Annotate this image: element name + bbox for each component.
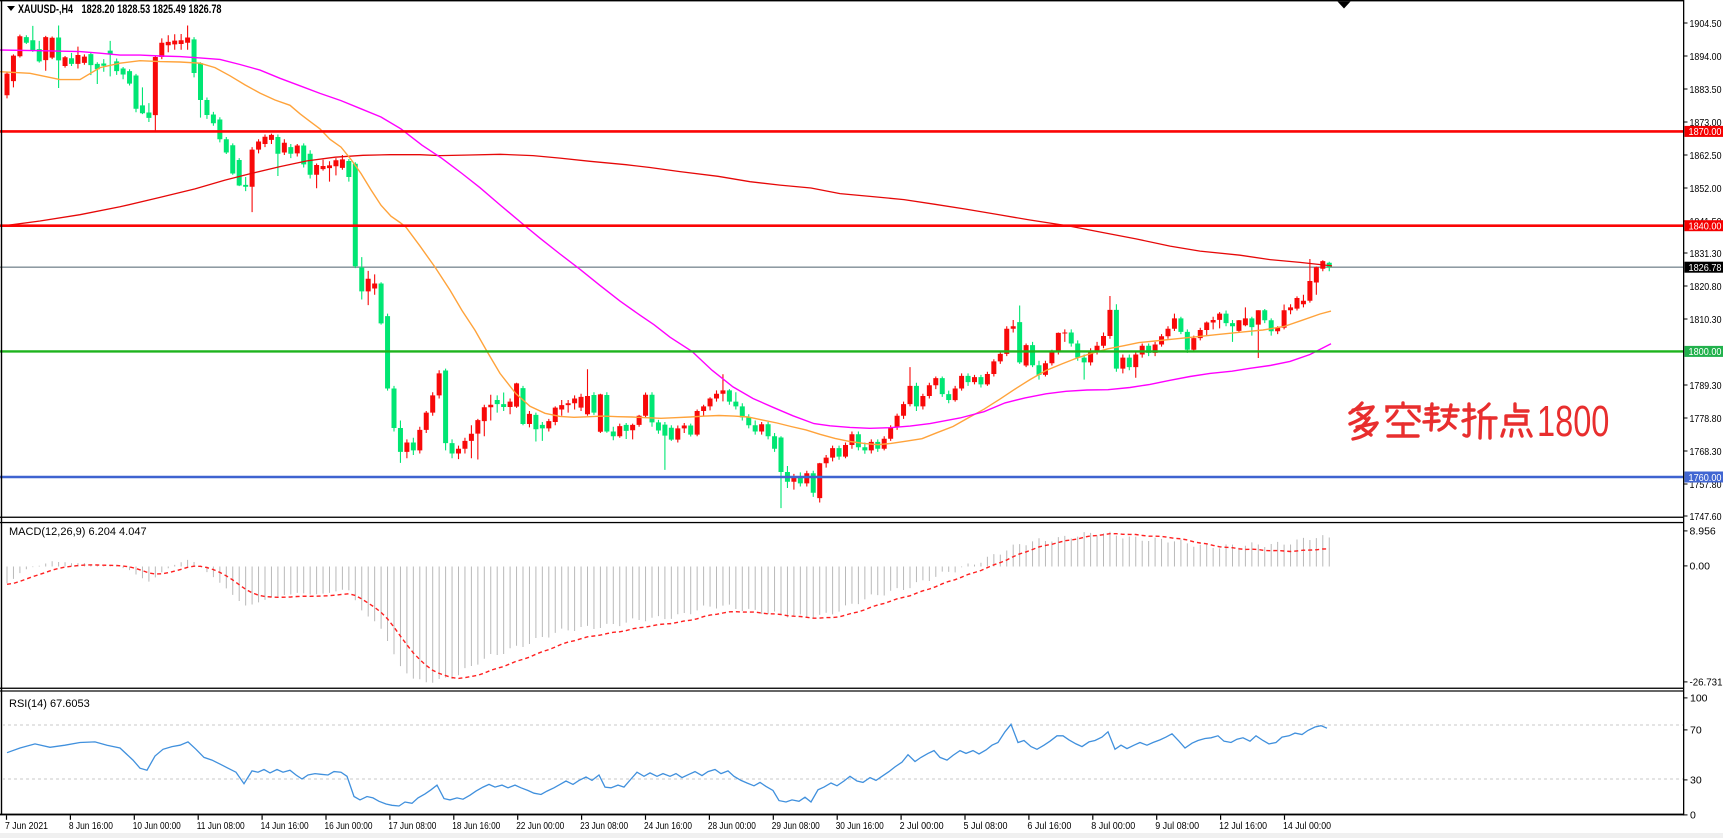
svg-text:1904.50: 1904.50 [1690,18,1722,30]
svg-text:XAUUSD-,H4: XAUUSD-,H4 [18,2,73,16]
svg-text:1778.80: 1778.80 [1690,413,1722,425]
svg-text:29 Jun 08:00: 29 Jun 08:00 [772,821,820,832]
svg-text:1883.50: 1883.50 [1690,84,1722,96]
svg-text:1840.00: 1840.00 [1689,221,1722,233]
svg-text:1760.00: 1760.00 [1689,472,1722,484]
svg-text:16 Jun 00:00: 16 Jun 00:00 [325,821,373,832]
svg-text:1789.30: 1789.30 [1690,380,1722,392]
svg-text:18 Jun 16:00: 18 Jun 16:00 [452,821,500,832]
svg-text:12 Jul 16:00: 12 Jul 16:00 [1219,821,1267,832]
svg-text:22 Jun 00:00: 22 Jun 00:00 [516,821,564,832]
svg-text:8.956: 8.956 [1690,526,1716,538]
svg-text:8 Jun 16:00: 8 Jun 16:00 [69,821,113,832]
svg-text:100: 100 [1690,693,1708,705]
svg-text:-26.731: -26.731 [1690,677,1723,689]
svg-text:6 Jul 16:00: 6 Jul 16:00 [1027,821,1071,832]
svg-text:10 Jun 00:00: 10 Jun 00:00 [133,821,181,832]
svg-text:0.00: 0.00 [1690,561,1711,573]
svg-text:1870.00: 1870.00 [1689,126,1722,138]
svg-text:1894.00: 1894.00 [1690,51,1722,63]
svg-text:1810.30: 1810.30 [1690,314,1722,326]
svg-text:1862.50: 1862.50 [1690,150,1722,162]
svg-text:8 Jul 00:00: 8 Jul 00:00 [1091,821,1135,832]
svg-text:1768.30: 1768.30 [1690,446,1722,458]
svg-text:1820.80: 1820.80 [1690,281,1722,293]
svg-text:5 Jul 08:00: 5 Jul 08:00 [964,821,1008,832]
svg-text:9 Jul 08:00: 9 Jul 08:00 [1155,821,1199,832]
svg-text:RSI(14) 67.6053: RSI(14) 67.6053 [9,698,90,710]
svg-text:14 Jun 16:00: 14 Jun 16:00 [261,821,309,832]
svg-text:23 Jun 08:00: 23 Jun 08:00 [580,821,628,832]
svg-text:1873.00: 1873.00 [1690,117,1722,129]
svg-text:17 Jun 08:00: 17 Jun 08:00 [388,821,436,832]
svg-text:30: 30 [1690,775,1702,787]
svg-text:1747.60: 1747.60 [1690,511,1722,523]
svg-text:1826.78: 1826.78 [1689,262,1722,274]
svg-text:30 Jun 16:00: 30 Jun 16:00 [836,821,884,832]
svg-text:14 Jul 00:00: 14 Jul 00:00 [1283,821,1331,832]
svg-text:28 Jun 00:00: 28 Jun 00:00 [708,821,756,832]
svg-text:7 Jun 2021: 7 Jun 2021 [5,821,48,832]
svg-text:1831.30: 1831.30 [1690,248,1722,260]
svg-text:1800: 1800 [1537,397,1609,446]
svg-text:1800.00: 1800.00 [1689,346,1722,358]
svg-text:1828.20 1828.53 1825.49 1826.7: 1828.20 1828.53 1825.49 1826.78 [82,2,222,16]
svg-text:70: 70 [1690,725,1702,737]
svg-text:MACD(12,26,9) 6.204 4.047: MACD(12,26,9) 6.204 4.047 [9,526,147,538]
svg-text:24 Jun 16:00: 24 Jun 16:00 [644,821,692,832]
svg-text:11 Jun 08:00: 11 Jun 08:00 [197,821,245,832]
svg-text:2 Jul 00:00: 2 Jul 00:00 [900,821,944,832]
svg-text:0: 0 [1690,810,1696,822]
svg-text:1852.00: 1852.00 [1690,183,1722,195]
